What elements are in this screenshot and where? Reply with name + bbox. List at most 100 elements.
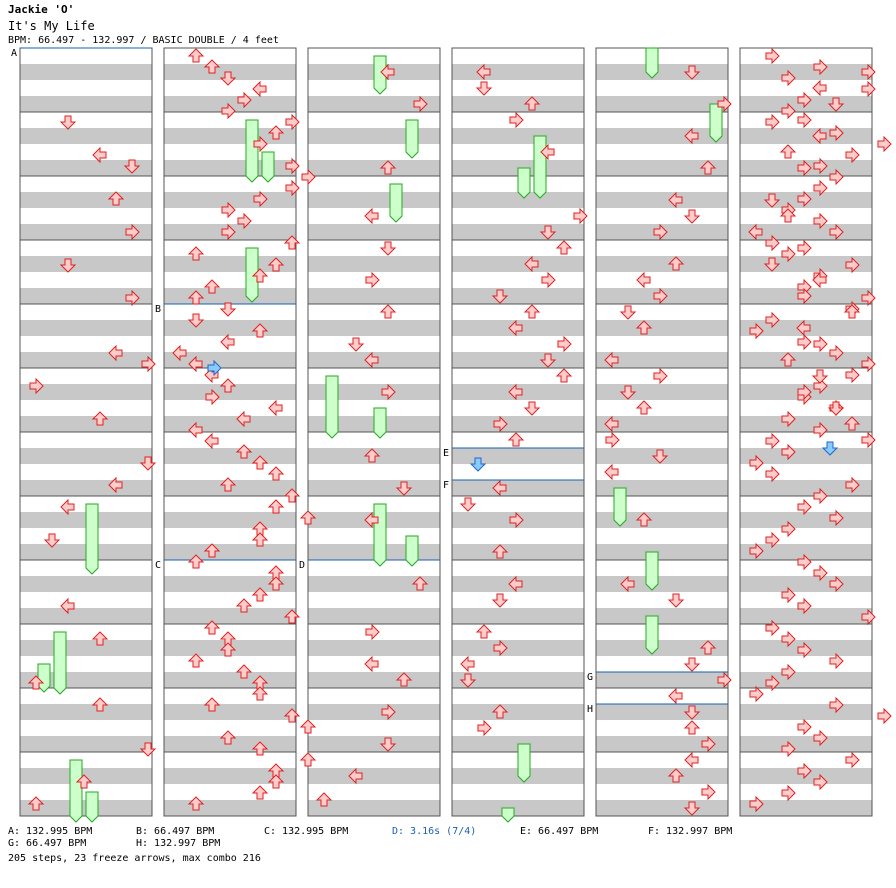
- down-arrow-icon: [619, 385, 637, 400]
- down-arrow-icon: [59, 258, 77, 273]
- right-arrow-icon: [285, 113, 300, 131]
- right-arrow-icon: [813, 58, 828, 76]
- up-arrow-icon: [779, 144, 797, 159]
- right-arrow-icon: [813, 729, 828, 747]
- left-arrow-icon: [524, 255, 539, 273]
- left-arrow-icon: [620, 575, 635, 593]
- beat-row: [308, 736, 440, 752]
- beat-row: [308, 752, 440, 768]
- right-arrow-icon: [813, 335, 828, 353]
- freeze-arrow: [389, 183, 403, 223]
- down-arrow-icon: [475, 81, 493, 96]
- right-arrow-icon: [781, 245, 796, 263]
- right-arrow-icon: [765, 47, 780, 65]
- beat-row: [740, 64, 872, 80]
- right-arrow-icon: [653, 287, 668, 305]
- beat-row: [20, 656, 152, 672]
- down-arrow-icon: [59, 115, 77, 130]
- freeze-arrow: [245, 247, 259, 303]
- beat-row: [452, 288, 584, 304]
- right-arrow-icon: [813, 773, 828, 791]
- beat-row: [164, 400, 296, 416]
- beat-row: [20, 240, 152, 256]
- beat-row: [596, 704, 728, 720]
- beat-row: [164, 368, 296, 384]
- up-arrow-icon: [363, 448, 381, 463]
- beat-row: [740, 80, 872, 96]
- beat-row: [452, 80, 584, 96]
- beat-row: [308, 304, 440, 320]
- beat-row: [740, 736, 872, 752]
- left-arrow-icon: [668, 687, 683, 705]
- beat-row: [164, 160, 296, 176]
- beat-row: [452, 784, 584, 800]
- beat-row: [20, 320, 152, 336]
- right-arrow-icon: [845, 146, 860, 164]
- up-arrow-icon: [667, 256, 685, 271]
- beat-row: [596, 192, 728, 208]
- section-marker-label: E: [443, 448, 449, 459]
- left-arrow-icon: [60, 498, 75, 516]
- left-arrow-icon: [476, 63, 491, 81]
- beat-row: [164, 672, 296, 688]
- chart-column: [163, 47, 297, 817]
- right-arrow-icon: [781, 740, 796, 758]
- right-arrow-icon: [125, 289, 140, 307]
- up-arrow-icon: [299, 752, 317, 767]
- beat-row: [308, 576, 440, 592]
- beat-row: [20, 576, 152, 592]
- right-arrow-icon: [717, 671, 732, 689]
- beat-row: [308, 672, 440, 688]
- chart-column: [307, 47, 441, 817]
- down-arrow-icon: [821, 441, 839, 456]
- beat-row: [596, 128, 728, 144]
- down-arrow-icon: [43, 533, 61, 548]
- left-arrow-icon: [380, 63, 395, 81]
- up-arrow-icon: [203, 543, 221, 558]
- right-arrow-icon: [237, 91, 252, 109]
- down-arrow-icon: [491, 289, 509, 304]
- down-arrow-icon: [827, 401, 845, 416]
- right-arrow-icon: [829, 575, 844, 593]
- section-marker-label: G: [587, 672, 593, 683]
- up-arrow-icon: [635, 400, 653, 415]
- beat-row: [452, 640, 584, 656]
- section-marker-label: D: [299, 560, 305, 571]
- beat-row: [740, 560, 872, 576]
- right-arrow-icon: [125, 223, 140, 241]
- right-arrow-icon: [861, 431, 876, 449]
- right-arrow-icon: [765, 432, 780, 450]
- beat-row: [596, 480, 728, 496]
- right-arrow-icon: [221, 223, 236, 241]
- right-arrow-icon: [797, 553, 812, 571]
- left-arrow-icon: [172, 344, 187, 362]
- beat-row: [596, 144, 728, 160]
- beat-row: [308, 288, 440, 304]
- up-arrow-icon: [779, 208, 797, 223]
- left-arrow-icon: [364, 207, 379, 225]
- left-arrow-icon: [188, 355, 203, 373]
- right-arrow-icon: [813, 212, 828, 230]
- beat-row: [740, 576, 872, 592]
- beat-row: [452, 800, 584, 816]
- left-arrow-icon: [364, 655, 379, 673]
- beat-row: [308, 592, 440, 608]
- legend-bpm-c: C: 132.995 BPM: [264, 826, 349, 837]
- beat-row: [452, 672, 584, 688]
- down-arrow-icon: [683, 657, 701, 672]
- beat-row: [452, 480, 584, 496]
- right-arrow-icon: [845, 256, 860, 274]
- right-arrow-icon: [365, 271, 380, 289]
- beat-row: [20, 768, 152, 784]
- right-arrow-icon: [797, 498, 812, 516]
- beat-row: [596, 608, 728, 624]
- right-arrow-icon: [477, 719, 492, 737]
- beat-row: [308, 800, 440, 816]
- right-arrow-icon: [861, 608, 876, 626]
- beat-row: [740, 368, 872, 384]
- freeze-arrow: [245, 119, 259, 183]
- freeze-arrow: [37, 663, 51, 693]
- right-arrow-icon: [829, 124, 844, 142]
- beat-row: [20, 736, 152, 752]
- right-arrow-icon: [861, 355, 876, 373]
